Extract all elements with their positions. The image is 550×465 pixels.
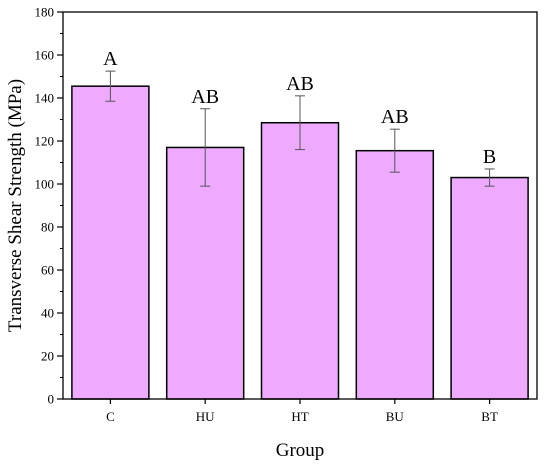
- significance-label-hu: AB: [191, 86, 219, 108]
- y-axis-title: Transverse Shear Strength (MPa): [5, 79, 26, 332]
- y-tick-label: 60: [41, 263, 54, 278]
- significance-labels-layer: A AB AB AB B: [103, 48, 496, 168]
- y-tick-label: 80: [41, 220, 54, 235]
- bar-bt: [450, 176, 529, 400]
- y-tick-label: 40: [41, 306, 54, 321]
- bar-hu: [165, 146, 245, 400]
- bar-ht: [260, 121, 340, 400]
- bar-c: [71, 85, 150, 400]
- error-bar-ht: [295, 95, 305, 151]
- plot-frame: [62, 11, 538, 400]
- error-bar-c: [105, 70, 116, 102]
- y-axis: 0 20 40 60 80 100 120 140 160 180: [35, 5, 63, 407]
- y-tick-label: 140: [35, 91, 55, 106]
- error-bar-bu: [389, 128, 400, 173]
- y-tick-label: 180: [35, 5, 55, 20]
- x-axis-title: Group: [276, 440, 325, 461]
- significance-label-bu: AB: [381, 106, 409, 128]
- y-tick-label: 100: [35, 177, 55, 192]
- x-tick-label: BU: [386, 409, 405, 424]
- significance-label-c: A: [103, 48, 118, 70]
- bar-bu: [355, 149, 435, 400]
- y-tick-label: 160: [35, 48, 55, 63]
- error-bars-layer: [105, 70, 495, 187]
- error-bar-bt: [484, 168, 495, 187]
- significance-label-bt: B: [483, 146, 496, 168]
- x-tick-label: HU: [196, 409, 215, 424]
- error-bar-hu: [200, 108, 211, 187]
- x-tick-label: BT: [481, 409, 498, 424]
- y-tick-label: 0: [48, 392, 55, 407]
- x-tick-label: C: [106, 409, 115, 424]
- significance-label-ht: AB: [286, 73, 314, 95]
- x-tick-label: HT: [291, 409, 308, 424]
- y-tick-label: 120: [35, 134, 55, 149]
- x-axis: C HU HT BU BT: [106, 399, 498, 424]
- y-tick-label: 20: [41, 349, 54, 364]
